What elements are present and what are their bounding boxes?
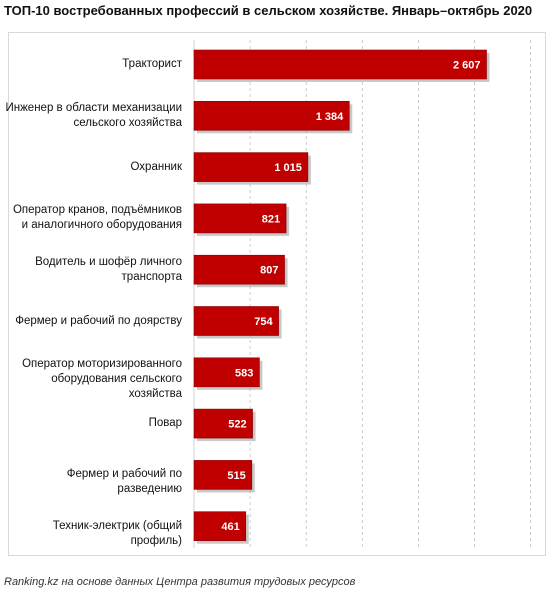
data-label: 754 [254,316,273,328]
category-label-line: Водитель и шофёр личного [35,255,182,268]
data-label: 807 [260,265,278,277]
category-label-line: Оператор моторизированного [22,358,182,371]
data-label: 461 [221,521,239,533]
chart-title: ТОП-10 востребованных профессий в сельск… [4,3,533,18]
category-label-line: сельского хозяйства [73,116,182,129]
category-label: Тракторист [4,57,182,72]
category-label-line: Фермер и рабочий по доярству [15,314,182,327]
category-label-line: Техник-электрик (общий профиль) [52,519,182,547]
bar [193,408,253,439]
category-label-line: Инженер в области механизации [5,101,183,114]
data-label: 515 [227,470,245,482]
category-label-line: и аналогичного оборудования [21,219,182,232]
category-label: Техник-электрик (общий профиль) [4,519,182,549]
category-label: Оператор моторизированного оборудования с… [4,357,182,402]
source-note: Ranking.kz на основе данных Центра разви… [4,576,356,588]
data-label: 1 384 [316,111,344,123]
bar [193,203,287,234]
category-label: Повар [4,416,182,431]
data-label: 2 607 [453,60,481,72]
bar [193,101,350,131]
bar [193,357,260,388]
bar [193,152,309,182]
bar [193,254,285,285]
category-label-line: Охранник [130,160,182,173]
data-label: 522 [228,419,246,431]
bar [193,460,253,490]
bar [193,49,487,80]
bar [193,511,247,542]
category-label: Инженер в области механизации сельского х… [4,101,183,131]
category-label: Фермер и рабочий по доярству [4,314,182,329]
bar [193,306,279,336]
data-label: 1 015 [274,162,302,174]
category-label-line: Фермер и рабочий по разведению [66,468,182,496]
category-label: Оператор кранов, подъёмников и аналогично… [4,203,182,233]
category-label-line: Тракторист [122,58,182,70]
category-label: Водитель и шофёр личного транспорта [4,255,182,285]
category-label-line: оборудования сельского хозяйства [51,373,182,401]
category-label-line: транспорта [121,270,182,283]
data-label: 583 [235,367,253,379]
category-label: Фермер и рабочий по разведению [4,467,182,497]
category-label-line: Повар [148,417,182,430]
category-label-line: Оператор кранов, подъёмников [12,204,182,217]
data-label: 821 [262,213,280,225]
chart-area [8,32,546,556]
category-label: Охранник [4,160,182,175]
